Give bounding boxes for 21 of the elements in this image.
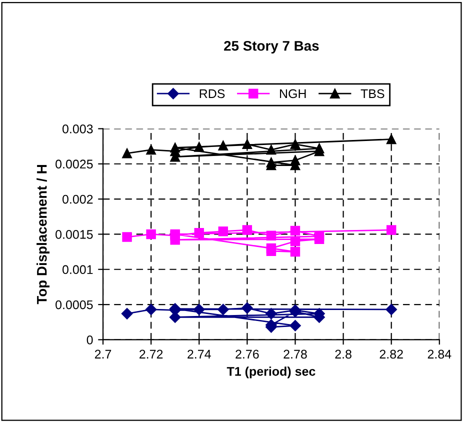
legend-label: NGH: [280, 89, 306, 98]
x-tick-label: 2.8: [335, 350, 352, 359]
x-tick-label: 2.76: [236, 350, 259, 359]
legend-label: TBS: [360, 89, 384, 98]
legend-label: RDS: [200, 89, 225, 98]
x-axis-title: T1 (period) sec: [226, 366, 316, 378]
x-tick-label: 2.78: [284, 350, 307, 359]
y-tick-label: 0.0015: [56, 230, 93, 239]
y-tick-label: 0.0025: [56, 160, 93, 169]
x-tick-label: 2.84: [428, 350, 452, 359]
x-tick-label: 2.82: [380, 350, 403, 359]
x-tick-label: 2.74: [188, 350, 211, 358]
x-tick-label: 2.7: [94, 350, 112, 358]
y-tick-label: 0.001: [62, 265, 93, 274]
y-tick-label: 0.003: [62, 124, 93, 134]
y-tick-label: 0.0005: [56, 300, 93, 310]
x-tick-label: 2.72: [140, 350, 163, 358]
y-axis-title: Top Displacement / H: [36, 165, 50, 304]
y-tick-label: 0: [86, 336, 93, 344]
y-tick-label: 0.002: [62, 194, 93, 204]
chart-title: 25 Story 7 Bas: [224, 40, 319, 54]
